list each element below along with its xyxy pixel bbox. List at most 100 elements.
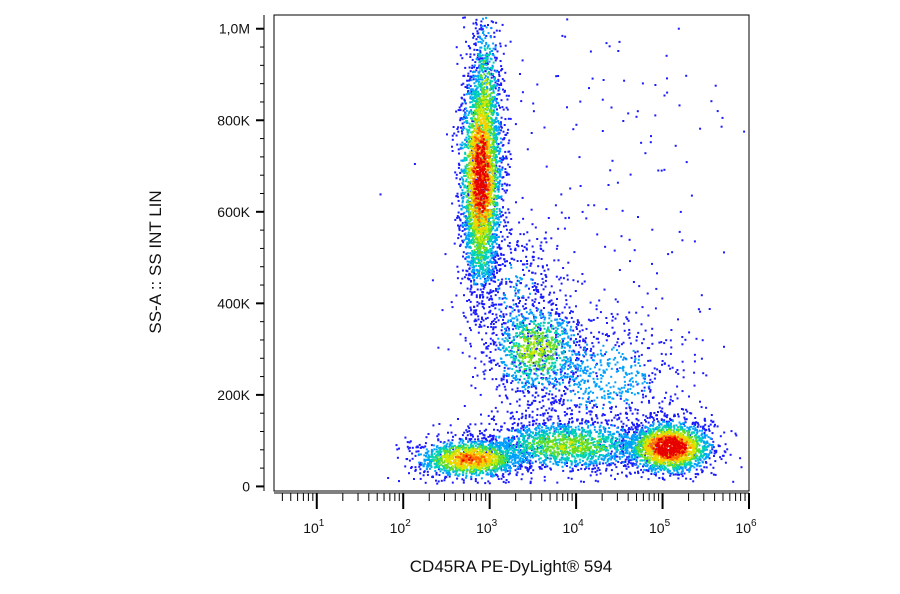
scatter-point (645, 469, 648, 472)
scatter-point (476, 374, 479, 377)
scatter-point (494, 259, 497, 262)
scatter-point (485, 43, 488, 46)
scatter-point (555, 333, 558, 336)
scatter-point (500, 477, 503, 480)
scatter-point (509, 248, 512, 251)
scatter-point (492, 442, 495, 445)
scatter-point (610, 450, 613, 453)
scatter-point (408, 441, 411, 444)
scatter-point (481, 28, 484, 31)
scatter-point (524, 285, 527, 288)
scatter-point (515, 411, 518, 413)
scatter-point (489, 156, 492, 159)
scatter-point (577, 462, 579, 465)
scatter-point (629, 387, 632, 390)
scatter-point (457, 195, 459, 198)
scatter-point (490, 361, 493, 364)
scatter-point (622, 461, 625, 464)
scatter-point (500, 84, 503, 86)
scatter-point (609, 452, 612, 455)
scatter-point (563, 227, 566, 230)
scatter-point (509, 342, 512, 344)
scatter-point (517, 349, 520, 352)
scatter-point (451, 481, 454, 484)
scatter-point (546, 456, 549, 459)
scatter-point (596, 396, 599, 399)
scatter-point (476, 56, 479, 59)
scatter-point (656, 418, 659, 420)
scatter-point (642, 471, 645, 474)
scatter-point (643, 389, 646, 392)
scatter-point (475, 21, 477, 24)
scatter-point (614, 463, 617, 466)
scatter-point (590, 331, 593, 334)
scatter-point (485, 52, 488, 55)
scatter-point (504, 294, 506, 297)
scatter-point (606, 358, 609, 361)
scatter-point (596, 417, 599, 420)
scatter-point (588, 401, 591, 404)
scatter-point (470, 150, 473, 152)
scatter-point (501, 235, 504, 238)
scatter-point (614, 317, 617, 320)
scatter-point (548, 415, 551, 418)
scatter-point (569, 187, 572, 190)
scatter-point (518, 280, 520, 283)
scatter-point (620, 395, 623, 398)
scatter-point (533, 434, 536, 437)
scatter-point (511, 459, 514, 462)
scatter-point (488, 482, 491, 485)
scatter-point (513, 324, 516, 327)
scatter-point (474, 387, 477, 390)
scatter-point (439, 440, 442, 443)
scatter-point (588, 391, 590, 394)
scatter-point (459, 243, 462, 246)
scatter-point (490, 367, 493, 370)
scatter-point (630, 441, 633, 444)
scatter-point (666, 422, 669, 425)
scatter-point (631, 412, 634, 415)
scatter-point (507, 128, 510, 131)
scatter-point (509, 117, 512, 120)
scatter-point (463, 431, 466, 434)
scatter-point (520, 282, 522, 285)
scatter-point (496, 227, 499, 230)
scatter-point (432, 444, 435, 447)
scatter-point (457, 162, 460, 165)
scatter-point (523, 263, 526, 266)
scatter-point (520, 478, 523, 481)
scatter-point (702, 427, 704, 430)
scatter-point (470, 256, 473, 259)
scatter-point (562, 319, 565, 322)
scatter-point (640, 428, 643, 431)
scatter-point (485, 452, 488, 454)
scatter-point (565, 460, 568, 463)
scatter-point (396, 448, 399, 451)
scatter-point (523, 454, 526, 457)
scatter-point (459, 218, 462, 221)
scatter-point (480, 283, 483, 285)
scatter-point (483, 324, 486, 327)
scatter-point (516, 387, 519, 390)
scatter-point (490, 276, 493, 279)
scatter-point (560, 394, 563, 397)
scatter-point (499, 141, 502, 144)
scatter-point (497, 188, 500, 191)
scatter-point (514, 469, 517, 472)
scatter-point (408, 459, 411, 462)
scatter-point (569, 312, 571, 315)
scatter-point (564, 426, 567, 429)
scatter-point (548, 374, 551, 377)
scatter-point (470, 286, 473, 289)
scatter-point (494, 125, 497, 128)
scatter-point (600, 457, 603, 460)
scatter-point (493, 270, 495, 273)
scatter-point (498, 183, 501, 185)
scatter-point (657, 470, 660, 473)
scatter-point (499, 137, 502, 140)
scatter-point (614, 356, 617, 359)
scatter-point (701, 429, 704, 432)
scatter-point (526, 457, 529, 460)
scatter-point (589, 424, 592, 427)
scatter-point (540, 461, 543, 464)
